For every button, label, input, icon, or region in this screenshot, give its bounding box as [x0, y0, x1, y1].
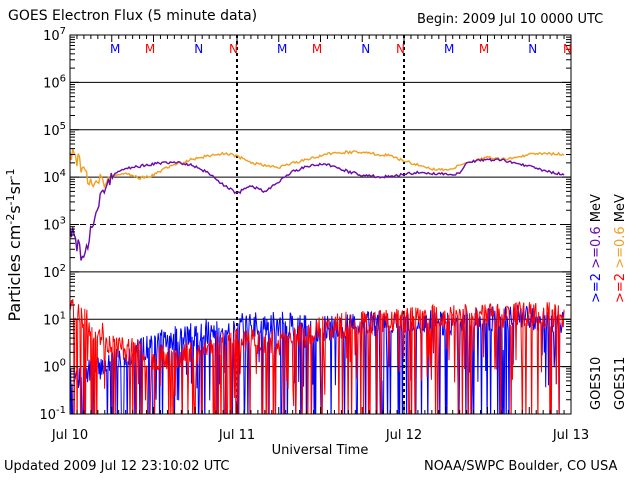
x-tick-label: Jul 11	[218, 428, 255, 443]
series-purple	[70, 157, 565, 261]
chart-title: GOES Electron Flux (5 minute data)	[8, 8, 258, 24]
y-tick-label: 103	[43, 216, 66, 234]
mn-marker: N	[361, 42, 370, 56]
x-tick-label: Jul 12	[385, 428, 422, 443]
legend-layer: >=2 >=0.6 MeV >=2 >=0.6 MeV GOES10 GOES11	[589, 194, 628, 410]
x-tick-label: Jul 10	[51, 428, 88, 443]
label-layer: 10-1 100 101 102 103 104 105 106 107 Jul 10 Jul 11…	[4, 26, 589, 458]
y-tick-label: 107	[43, 26, 66, 44]
mn-marker: M	[145, 42, 155, 56]
mn-marker: M	[277, 42, 287, 56]
mn-marker: M	[479, 42, 489, 56]
begin-time: Begin: 2009 Jul 10 0000 UTC	[417, 12, 604, 27]
mn-marker: N	[194, 42, 203, 56]
legend-entry: >=2 >=0.6 MeV	[613, 194, 628, 303]
credit-label: NOAA/SWPC Boulder, CO USA	[424, 459, 618, 474]
mn-marker: N	[396, 42, 405, 56]
y-tick-label: 105	[43, 121, 66, 139]
legend-entry: >=2 >=0.6 MeV	[589, 194, 604, 303]
x-tick-label: Jul 13	[552, 428, 589, 443]
y-tick-label: 106	[43, 73, 66, 91]
y-tick-label: 101	[43, 310, 66, 328]
y-tick-label: 10-1	[39, 405, 66, 423]
series-blue	[70, 303, 565, 414]
legend-satellite: GOES11	[613, 357, 628, 410]
y-tick-label: 102	[43, 263, 66, 281]
mn-marker: M	[312, 42, 322, 56]
frame-layer	[69, 34, 572, 415]
series-layer	[70, 148, 565, 414]
series-orange	[70, 148, 565, 189]
series-red	[70, 299, 565, 414]
y-tick-label: 104	[43, 168, 66, 186]
mn-marker: N	[229, 42, 238, 56]
y-tick-label: 100	[43, 358, 66, 376]
mn-marker: M	[110, 42, 120, 56]
legend-satellite: GOES10	[589, 357, 604, 410]
mn-marker: N	[528, 42, 537, 56]
x-axis-title: Universal Time	[272, 443, 369, 458]
mn-marker: N	[563, 42, 572, 56]
mn-marker: M	[444, 42, 454, 56]
updated-timestamp: Updated 2009 Jul 12 23:10:02 UTC	[4, 459, 230, 474]
y-axis-title: Particles cm-2s-1sr-1	[4, 168, 24, 321]
